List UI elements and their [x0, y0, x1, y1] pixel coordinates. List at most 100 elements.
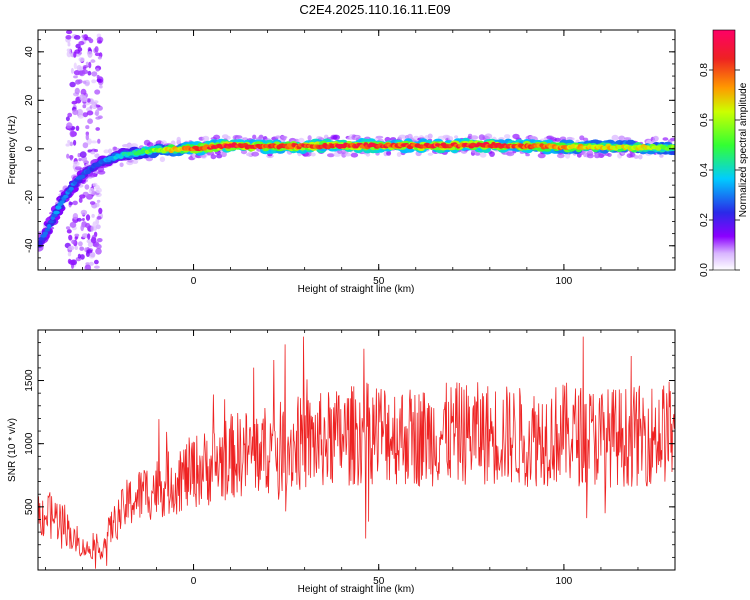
scatter-blob: [82, 142, 89, 149]
halo-blob: [332, 134, 340, 140]
scatter-blob: [65, 116, 70, 122]
halo-blob: [554, 137, 561, 142]
scatter-blob: [88, 61, 92, 69]
halo-blob: [638, 154, 643, 160]
scatter-blob: [66, 50, 72, 58]
scatter-blob: [66, 30, 73, 35]
halo-blob: [275, 135, 281, 139]
colorbar-tick-label: 0.0: [699, 263, 710, 277]
scatter-blob: [75, 43, 81, 49]
halo-blob: [327, 153, 335, 158]
scatter-blob: [87, 242, 93, 248]
halo-blob: [662, 137, 669, 141]
scatter-blob: [72, 213, 79, 220]
halo-blob: [489, 151, 495, 158]
scatter-blob: [73, 51, 77, 58]
x-tick-label: 100: [556, 276, 573, 287]
halo-blob: [633, 155, 639, 159]
halo-blob: [176, 136, 181, 143]
scatter-blob: [95, 224, 101, 230]
scatter-blob: [91, 71, 98, 77]
scatter-blob: [98, 207, 103, 214]
spectrogram-frame: [37, 29, 676, 271]
scatter-blob: [73, 35, 81, 40]
scatter-blob: [76, 217, 82, 222]
halo-blob: [94, 153, 99, 158]
halo-blob: [235, 135, 243, 139]
halo-blob: [442, 134, 451, 139]
scatter-blob: [97, 138, 101, 144]
scatter-blob: [68, 245, 75, 251]
colorbar-gradient: [712, 29, 736, 271]
scatter-blob: [72, 161, 80, 167]
x-tick-label: 50: [373, 576, 385, 587]
scatter-blob: [76, 65, 82, 71]
halo-blob: [669, 137, 675, 141]
halo-blob: [652, 135, 659, 142]
colorbar-label: Normalized spectral amplitude: [738, 82, 749, 217]
halo-blob: [132, 159, 139, 164]
scatter-blob: [78, 241, 83, 247]
halo-blob: [506, 151, 515, 157]
scatter-blob: [96, 202, 100, 207]
scatter-blob: [95, 116, 101, 120]
scatter-blob: [90, 140, 98, 144]
scatter-blob: [85, 262, 90, 266]
scatter-blob: [89, 252, 96, 258]
ridge-blob: [46, 224, 52, 229]
scatter-blob: [96, 216, 102, 220]
scatter-blob: [97, 56, 102, 60]
scatter-blob: [91, 213, 95, 218]
scatter-blob: [85, 214, 91, 221]
colorbar-ticks: 0.0 0.2 0.4 0.6 0.8: [699, 63, 740, 277]
scatter-blob: [74, 245, 79, 250]
halo-blob: [365, 152, 371, 157]
halo-blob: [350, 152, 359, 158]
halo-blob: [586, 150, 594, 156]
halo-blob: [216, 153, 223, 159]
y-tick-label: 500: [24, 498, 35, 515]
colorbar-tick-label: 0.8: [699, 63, 710, 77]
scatter-blob: [66, 48, 71, 52]
scatter-blob: [99, 84, 103, 89]
scatter-blob: [94, 46, 99, 53]
halo-blob: [280, 135, 288, 139]
scatter-blob: [96, 78, 102, 83]
scatter-blob: [67, 41, 71, 47]
scatter-blob: [66, 229, 72, 234]
scatter-blob: [77, 253, 81, 259]
scatter-blob: [66, 153, 70, 159]
halo-blob: [556, 153, 565, 159]
halo-blob: [221, 151, 227, 158]
scatter-blob: [82, 80, 87, 84]
colorbar: 0.0 0.2 0.4 0.6 0.8 Normalized spectral ampl…: [699, 29, 749, 277]
ridge-blob: [63, 194, 69, 199]
scatter-blob: [80, 88, 87, 96]
halo-blob: [611, 134, 619, 141]
scatter-blob: [85, 222, 91, 229]
halo-blob: [629, 152, 636, 158]
scatter-blob: [69, 155, 73, 161]
scatter-blob: [84, 184, 90, 190]
scatter-blob: [71, 100, 78, 105]
scatter-blob: [77, 79, 83, 84]
scatter-blob: [96, 243, 102, 250]
scatter-blob: [69, 130, 76, 138]
chart-title: C2E4.2025.110.16.11.E09: [299, 2, 451, 17]
scatter-blob: [97, 40, 103, 44]
x-tick-label: 50: [373, 276, 385, 287]
y-tick-label: 1500: [24, 369, 35, 392]
scatter-blob: [68, 201, 73, 206]
scatter-blob: [95, 68, 100, 72]
scatter-blob: [87, 233, 91, 240]
scatter-blob: [96, 199, 101, 203]
halo-blob: [474, 152, 481, 156]
spectrogram-xlabel: Height of straight line (km): [298, 284, 415, 295]
scatter-blob: [80, 224, 84, 232]
scatter-blob: [86, 110, 94, 116]
halo-blob: [454, 135, 459, 139]
scatter-blob: [94, 259, 99, 265]
scatter-blob: [81, 218, 85, 221]
halo-blob: [484, 133, 493, 139]
scatter-blob: [95, 248, 102, 255]
